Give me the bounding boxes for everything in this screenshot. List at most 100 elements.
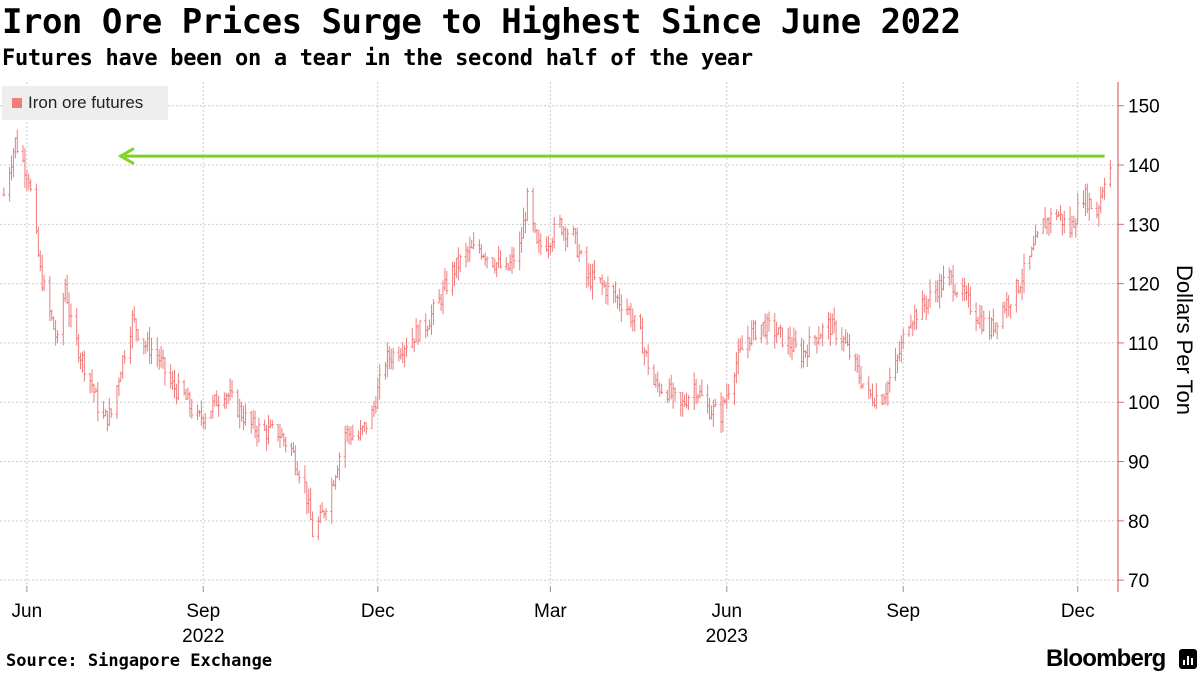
bloomberg-logo: Bloomberg: [1046, 645, 1166, 672]
ohlc-bar: [1022, 253, 1026, 294]
ohlc-bar: [190, 398, 194, 419]
ohlc-bar: [48, 275, 52, 322]
ohlc-bar: [1016, 279, 1020, 294]
ohlc-bar: [215, 390, 219, 407]
ohlc-bar: [922, 294, 926, 313]
ohlc-bar: [736, 338, 740, 375]
ohlc-bar: [410, 327, 414, 349]
ohlc-bar: [1062, 210, 1066, 234]
ohlc-bar: [109, 408, 113, 418]
ohlc-bar: [640, 317, 644, 354]
ohlc-bar: [61, 292, 65, 346]
ohlc-bar: [94, 387, 98, 393]
source-note: Source: Singapore Exchange: [6, 651, 273, 671]
ohlc-bar: [197, 409, 201, 417]
ohlc-bar: [25, 169, 29, 192]
ohlc-bar: [1101, 186, 1105, 199]
ohlc-bar: [639, 313, 643, 330]
ohlc-bar: [176, 373, 180, 401]
gridlines: [0, 82, 1118, 592]
ohlc-bar: [1095, 201, 1099, 219]
ohlc-bar: [1049, 207, 1053, 234]
ohlc-bar: [692, 372, 696, 411]
ohlc-bar: [418, 320, 422, 342]
ohlc-bar: [217, 395, 221, 417]
ohlc-bar: [794, 330, 798, 348]
ohlc-bar: [512, 247, 516, 269]
ohlc-bar: [121, 355, 125, 379]
ohlc-bar: [802, 339, 806, 368]
ohlc-bar: [278, 423, 282, 448]
ohlc-bar: [230, 380, 234, 398]
ohlc-bar: [391, 347, 395, 371]
ohlc-bar: [844, 329, 848, 344]
ohlc-bar: [1047, 216, 1051, 236]
ohlc-bar: [13, 137, 17, 159]
ohlc-bar: [915, 308, 919, 330]
ohlc-bar: [928, 279, 932, 309]
ohlc-bar: [103, 409, 107, 417]
ohlc-bar: [472, 232, 476, 250]
ohlc-bar: [857, 355, 861, 385]
ohlc-bar: [968, 286, 972, 315]
ohlc-bar: [592, 259, 596, 281]
ohlc-bar: [625, 298, 629, 316]
ohlc-bar: [706, 384, 710, 414]
ohlc-bar: [224, 392, 228, 409]
x-tick-label: Dec: [361, 601, 395, 622]
ohlc-bar: [550, 237, 554, 253]
ohlc-bar: [67, 292, 71, 327]
ohlc-bar: [709, 405, 713, 420]
ohlc-bar: [713, 398, 717, 408]
ohlc-bar: [376, 377, 380, 410]
ohlc-bar: [307, 488, 311, 514]
ohlc-bar: [155, 337, 159, 368]
ohlc-bar: [470, 239, 474, 249]
ohlc-bar: [913, 304, 917, 330]
ohlc-bar: [15, 129, 19, 154]
ohlc-bar: [535, 228, 539, 244]
ohlc-bar: [311, 511, 315, 538]
ohlc-bar: [658, 382, 662, 397]
ohlc-bar: [186, 387, 190, 400]
ohlc-bar: [834, 320, 838, 346]
ohlc-bar: [123, 350, 127, 364]
ohlc-bar: [711, 399, 715, 427]
ohlc-bar: [228, 378, 232, 401]
ohlc-bar: [660, 383, 664, 395]
ohlc-bar: [499, 250, 503, 269]
ohlc-bar: [263, 419, 267, 431]
ohlc-bar: [786, 327, 790, 355]
ohlc-bar: [1045, 217, 1049, 235]
ohlc-bar: [169, 364, 173, 389]
ohlc-bar: [982, 310, 986, 332]
ohlc-bar: [374, 396, 378, 414]
ohlc-bar: [989, 317, 993, 340]
ohlc-bar: [372, 400, 376, 417]
ohlc-bar: [897, 341, 901, 362]
ohlc-bar: [477, 239, 481, 254]
ohlc-bar: [42, 274, 46, 292]
iron-ore-series: [2, 129, 1112, 541]
ohlc-bar: [8, 167, 12, 202]
ohlc-bar: [88, 372, 92, 394]
ohlc-bar: [464, 242, 468, 268]
ohlc-bar: [209, 410, 213, 419]
ohlc-bar: [257, 417, 261, 443]
ohlc-bar: [671, 382, 675, 409]
ohlc-bar: [173, 369, 177, 399]
ohlc-bar: [276, 423, 280, 442]
ohlc-bar: [284, 437, 288, 453]
ohlc-bar: [345, 424, 349, 443]
x-tick-label: Mar: [534, 601, 567, 622]
ohlc-bar: [708, 397, 712, 420]
x-tick-label: Jun: [711, 601, 742, 622]
ohlc-bar: [615, 294, 619, 309]
ohlc-bar: [303, 465, 307, 494]
ohlc-bar: [34, 183, 38, 234]
ohlc-bar: [439, 294, 443, 311]
ohlc-bar: [631, 308, 635, 332]
ohlc-bar: [163, 357, 167, 386]
ohlc-bar: [337, 452, 341, 481]
ohlc-bar: [383, 361, 387, 380]
